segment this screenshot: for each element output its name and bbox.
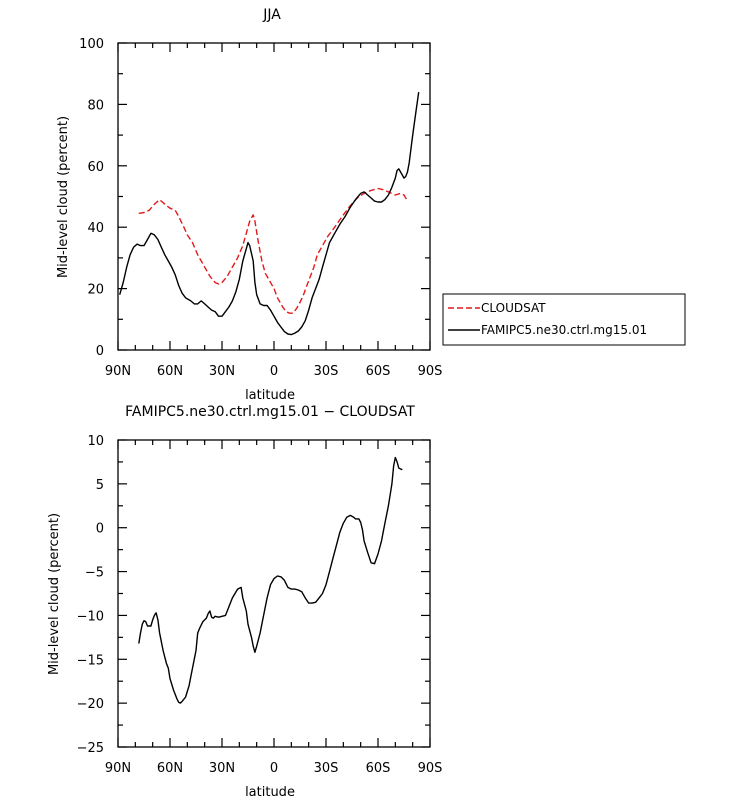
bottom-x-tick-label: 60N (157, 761, 183, 776)
top-x-tick-label: 60N (157, 364, 183, 379)
bottom-y-tick-label: −25 (77, 741, 104, 756)
bottom-panel: FAMIPC5.ne30.ctrl.mg15.01 − CLOUDSAT 90N… (47, 404, 442, 800)
bottom-x-tick-label: 30S (314, 761, 339, 776)
bottom-series-difference (138, 456, 403, 704)
top-y-ticks: 0 20 40 60 80 100 (79, 37, 430, 359)
bottom-y-tick-label: 10 (87, 434, 104, 449)
bottom-y-tick-label: −5 (85, 566, 104, 581)
top-y-tick-label: 60 (87, 160, 104, 175)
bottom-x-axis-label: latitude (245, 785, 295, 800)
top-x-tick-label: 90N (105, 364, 131, 379)
top-x-axis-label: latitude (245, 388, 295, 403)
top-y-tick-label: 20 (87, 283, 104, 298)
top-series (119, 92, 420, 336)
bottom-x-tick-label: 90S (418, 761, 443, 776)
bottom-y-tick-label: 5 (96, 478, 104, 493)
top-series-famipc5-ne30-ctrl-mg15-01 (119, 92, 420, 336)
bottom-x-tick-label: 60S (366, 761, 391, 776)
top-x-tick-label: 30S (314, 364, 339, 379)
top-plot-frame (117, 42, 431, 351)
bottom-y-tick-label: −15 (77, 653, 104, 668)
legend-label-famipc5: FAMIPC5.ne30.ctrl.mg15.01 (481, 323, 647, 337)
top-x-tick-label: 60S (366, 364, 391, 379)
top-x-tick-label: 30N (209, 364, 235, 379)
legend-box (442, 293, 686, 346)
bottom-y-tick-label: −10 (77, 609, 104, 624)
top-y-tick-label: 0 (96, 344, 104, 359)
bottom-chart-title: FAMIPC5.ne30.ctrl.mg15.01 − CLOUDSAT (125, 404, 415, 420)
top-y-axis-label: Mid-level cloud (percent) (56, 116, 71, 278)
bottom-series (138, 456, 403, 704)
legend: CLOUDSAT FAMIPC5.ne30.ctrl.mg15.01 (442, 293, 686, 346)
top-y-tick-label: 100 (79, 37, 104, 52)
bottom-plot-frame (117, 439, 431, 748)
bottom-x-tick-label: 0 (270, 761, 278, 776)
top-x-ticks: 90N 60N 30N 0 30S 60S 90S (105, 43, 443, 379)
top-x-tick-label: 0 (270, 364, 278, 379)
bottom-y-tick-label: −20 (77, 697, 104, 712)
top-panel: JJA 90N 60N 30N 0 30S 60S 90S 0 20 40 60 80 100 lat… (56, 7, 686, 403)
bottom-y-ticks: −25 −20 −15 −10 −5 0 5 10 (77, 434, 430, 756)
bottom-y-tick-label: 0 (96, 522, 104, 537)
legend-label-cloudsat: CLOUDSAT (481, 301, 546, 315)
bottom-x-ticks: 90N 60N 30N 0 30S 60S 90S (105, 440, 443, 776)
top-chart-title: JJA (262, 7, 281, 23)
bottom-x-tick-label: 90N (105, 761, 131, 776)
bottom-y-axis-label: Mid-level cloud (percent) (47, 513, 62, 675)
top-x-tick-label: 90S (418, 364, 443, 379)
top-y-tick-label: 40 (87, 221, 104, 236)
top-y-tick-label: 80 (87, 98, 104, 113)
top-series-cloudsat (138, 187, 409, 314)
bottom-x-tick-label: 30N (209, 761, 235, 776)
